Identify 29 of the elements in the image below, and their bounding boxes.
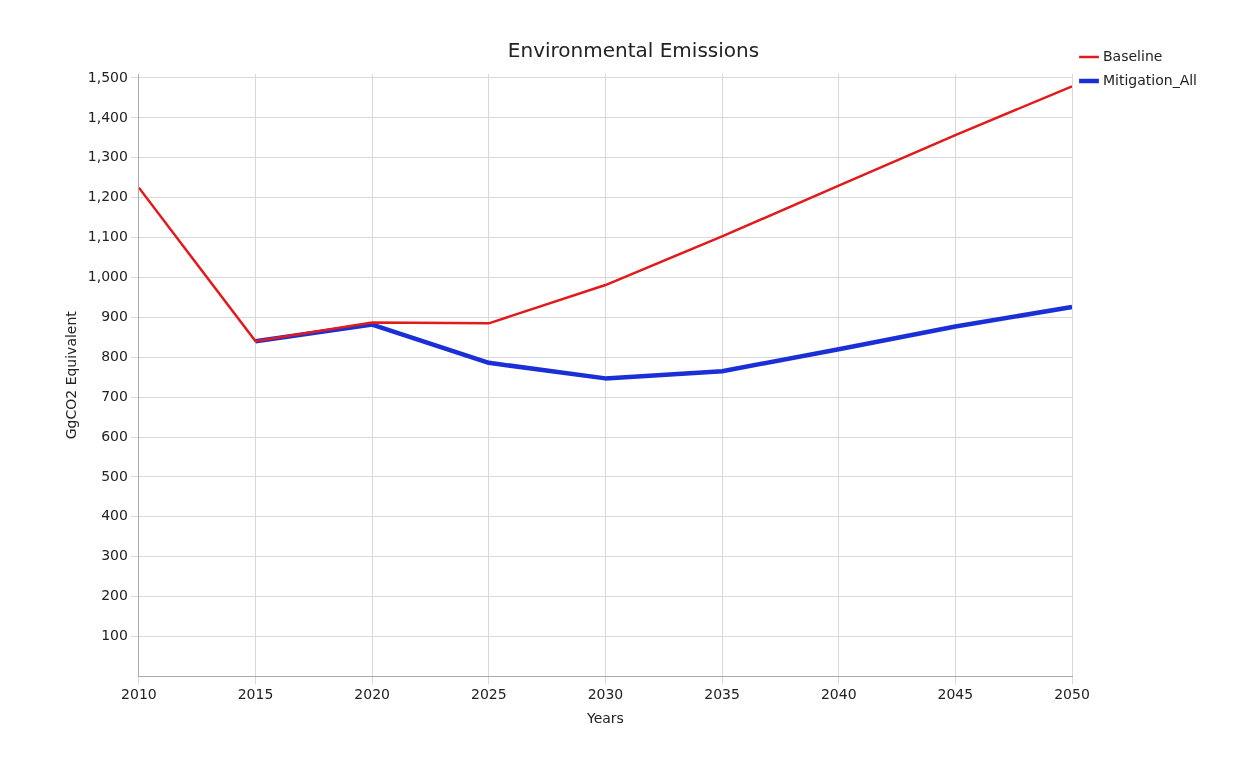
y-tick-label: 900	[101, 307, 128, 324]
y-tick-label: 1,100	[87, 228, 128, 245]
x-axis-title: Years	[585, 710, 624, 727]
y-tick-label: 300	[101, 547, 128, 564]
x-tick-label: 2015	[237, 686, 274, 703]
y-tick-label: 500	[101, 467, 128, 484]
x-tick-label: 2035	[704, 686, 740, 703]
y-tick-label: 700	[101, 387, 128, 404]
y-tick-label: 1,300	[87, 148, 128, 165]
x-tick-label: 2025	[470, 686, 507, 703]
x-tick-label: 2050	[1054, 686, 1090, 703]
chart-title: Environmental Emissions	[507, 38, 760, 63]
y-tick-label: 800	[101, 347, 128, 364]
legend-label: Mitigation_All	[1103, 71, 1198, 88]
y-tick-label: 1,200	[87, 188, 128, 205]
y-tick-label: 400	[101, 507, 128, 524]
x-tick-label: 2030	[587, 686, 624, 703]
x-tick-label: 2040	[820, 686, 857, 703]
x-tick-label: 2045	[937, 686, 974, 703]
y-tick-label: 100	[101, 627, 128, 644]
y-tick-label: 1,400	[87, 108, 128, 125]
y-tick-label: 200	[101, 587, 128, 604]
y-tick-label: 600	[101, 427, 128, 444]
y-axis-title: GgCO2 Equivalent	[63, 310, 80, 440]
y-tick-label: 1,500	[87, 68, 128, 85]
x-tick-label: 2020	[354, 686, 390, 703]
x-tick-label: 2010	[121, 686, 157, 703]
legend-label: Baseline	[1103, 47, 1163, 64]
y-tick-label: 1,000	[87, 268, 128, 285]
